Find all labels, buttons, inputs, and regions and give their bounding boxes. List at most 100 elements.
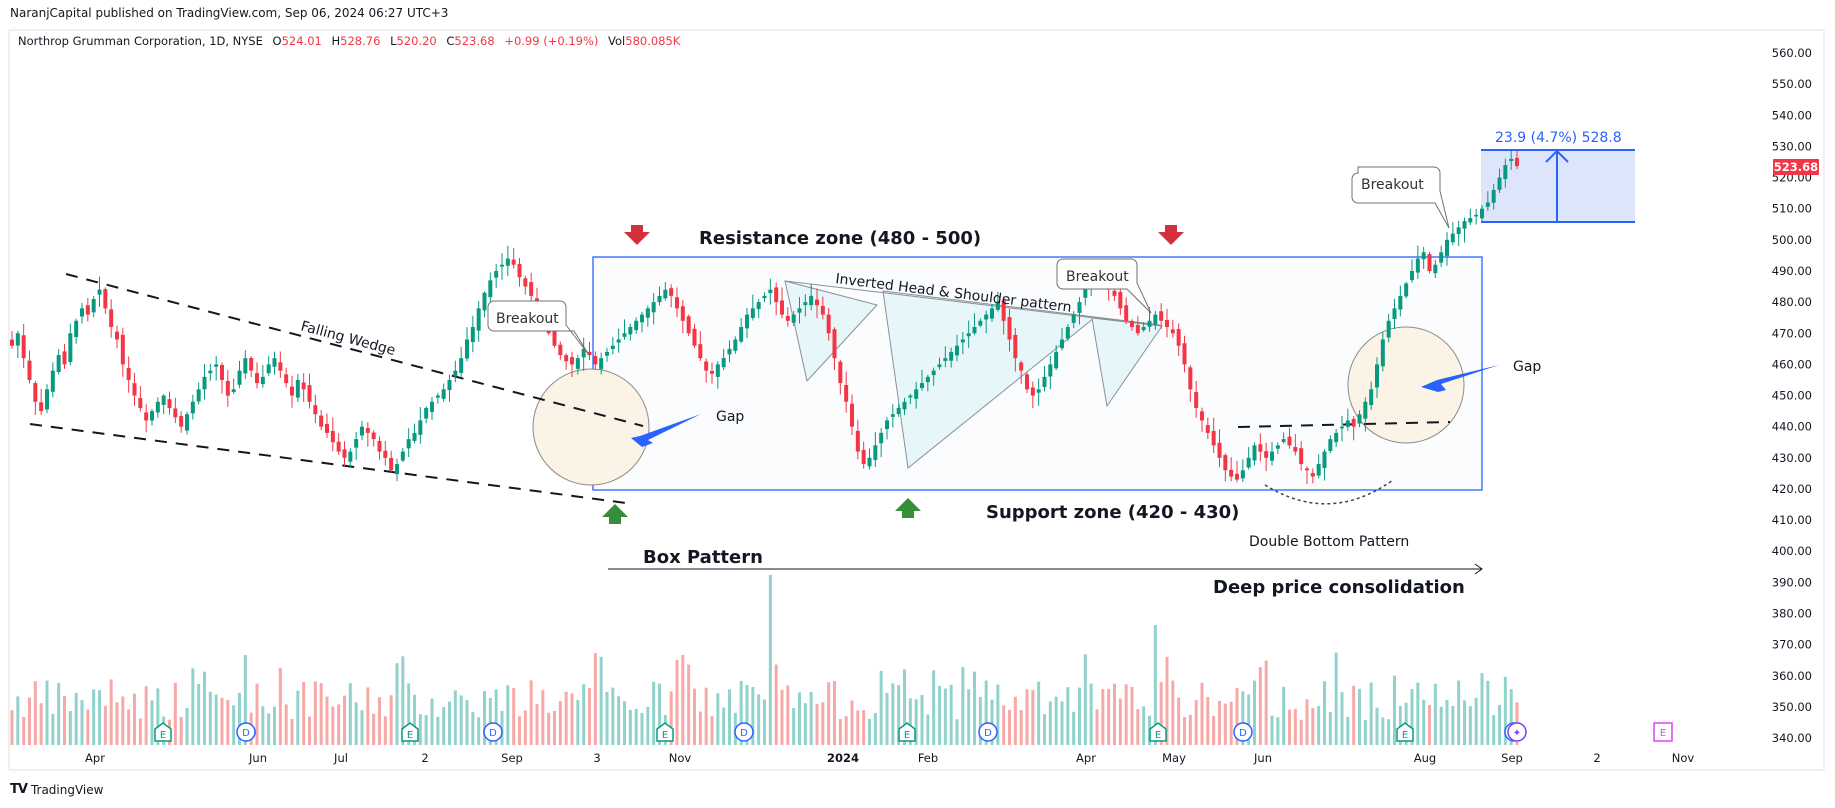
brand-name: TradingView [30,782,104,797]
dividend-marker-icon[interactable] [483,722,503,742]
time-tick: Apr [85,751,105,765]
green-up-arrow-icon [895,498,921,518]
change-value: +0.99 (+0.19%) [504,34,599,48]
price-tick: 340.00 [1772,731,1812,745]
dividend-marker-icon[interactable] [734,722,754,742]
earnings-marker-icon[interactable] [154,722,172,742]
svg-text:E: E [662,730,668,741]
gap-circle-2[interactable] [1347,326,1465,444]
price-tick: 470.00 [1772,326,1812,340]
svg-text:E: E [1402,730,1408,741]
price-tick: 500.00 [1772,233,1812,247]
svg-text:D: D [984,728,992,739]
time-tick: Nov [1672,751,1695,765]
volume-bars [10,575,1519,745]
price-tick: 420.00 [1772,482,1812,496]
gap-arrow-1-icon [631,414,701,447]
box-pattern-label[interactable]: Box Pattern [643,547,763,568]
time-tick: 2 [1593,751,1600,765]
symbol-title[interactable]: Northrop Grumman Corporation, 1D, NYSE [18,34,263,48]
gap-label-2[interactable]: Gap [1513,359,1541,375]
price-tick: 530.00 [1772,139,1812,153]
time-axis[interactable]: Apr Jun Jul 2 Sep 3 Nov 2024 Feb Apr May Jun Aug Sep 2… [85,751,1694,765]
breakout-callout-2[interactable] [1056,258,1152,314]
candles [10,150,1519,485]
low-label: L [390,34,397,48]
breakout-label-2: Breakout [1066,269,1129,285]
future-earnings-marker-icon[interactable] [1653,722,1673,742]
time-tick: 2024 [827,751,859,765]
price-tick: 560.00 [1772,46,1812,60]
high-label: H [331,34,341,48]
dividend-marker-icon[interactable] [1233,722,1253,742]
price-tick: 550.00 [1772,77,1812,91]
arrowhead-icon [1474,563,1483,575]
svg-text:D: D [740,728,748,739]
dividend-marker-icon[interactable] [978,722,998,742]
event-markers[interactable]: E D E D E D E D E D E ✦ E [154,722,1673,742]
earnings-marker-icon[interactable] [1396,722,1414,742]
red-down-arrow-icon [1158,225,1184,245]
price-tick: 440.00 [1772,420,1812,434]
low-value: 520.20 [396,34,437,48]
support-zone-label[interactable]: Support zone (420 - 430) [986,502,1239,523]
ihs-neckline[interactable] [784,280,1163,327]
wedge-upper-line[interactable] [65,273,644,427]
svg-text:E: E [160,730,166,741]
price-tick: 400.00 [1772,544,1812,558]
symbol-legend: Northrop Grumman Corporation, 1D, NYSE O… [18,34,680,48]
time-tick: Sep [501,751,523,765]
dividend-marker-icon[interactable] [236,722,256,742]
price-tick: 380.00 [1772,607,1812,621]
svg-text:E: E [1660,728,1666,739]
price-tick: 480.00 [1772,295,1812,309]
breakout-callout-3[interactable] [1351,166,1450,229]
price-tick: 460.00 [1772,357,1812,371]
double-bottom-neckline[interactable] [1237,421,1451,428]
price-tick: 360.00 [1772,669,1812,683]
measure-label[interactable]: 23.9 (4.7%) 528.8 [1495,130,1622,146]
volume-label: Vol [608,34,626,48]
price-tick: 390.00 [1772,575,1812,589]
svg-text:D: D [1239,728,1247,739]
price-axis[interactable]: 560.00550.00540.00530.00520.00510.00500.… [1772,46,1812,745]
svg-text:523.68: 523.68 [1774,160,1818,174]
close-label: C [446,34,455,48]
consolidation-label[interactable]: Deep price consolidation [1213,577,1465,598]
earnings-marker-icon[interactable] [401,722,419,742]
tradingview-logo-icon: TV [10,782,28,797]
time-tick: 2 [421,751,428,765]
chart-frame [8,29,1825,771]
breakout-label-1: Breakout [496,311,559,327]
earnings-marker-icon[interactable] [1149,722,1167,742]
wedge-lower-line[interactable] [29,423,627,504]
sparkle-marker-icon[interactable] [1507,722,1527,742]
tradingview-footer[interactable]: TV TradingView [10,782,103,797]
time-tick: Apr [1076,751,1096,765]
open-value: 524.01 [281,34,322,48]
earnings-marker-icon[interactable] [656,722,674,742]
svg-text:D: D [489,728,497,739]
svg-text:D: D [242,728,250,739]
time-tick: Aug [1414,751,1436,765]
time-tick: Jul [333,751,348,765]
time-tick: Sep [1501,751,1523,765]
breakout-callout-1[interactable] [487,300,590,356]
double-bottom-label[interactable]: Double Bottom Pattern [1249,534,1409,550]
open-label: O [272,34,282,48]
last-price-label: 523.68 [1773,159,1819,175]
price-tick: 410.00 [1772,513,1812,527]
gap-circle-1[interactable] [532,368,650,486]
double-bottom-arc[interactable] [1264,479,1394,505]
resistance-zone-label[interactable]: Resistance zone (480 - 500) [699,228,981,249]
time-tick: Jun [248,751,267,765]
box-pattern-rect[interactable] [592,256,1483,491]
price-tick: 450.00 [1772,389,1812,403]
svg-text:E: E [407,730,413,741]
earnings-marker-icon[interactable] [898,722,916,742]
ihs-left-shoulder[interactable] [784,280,878,383]
gap-label-1[interactable]: Gap [716,409,744,425]
time-tick: May [1162,751,1186,765]
price-tick: 540.00 [1772,108,1812,122]
